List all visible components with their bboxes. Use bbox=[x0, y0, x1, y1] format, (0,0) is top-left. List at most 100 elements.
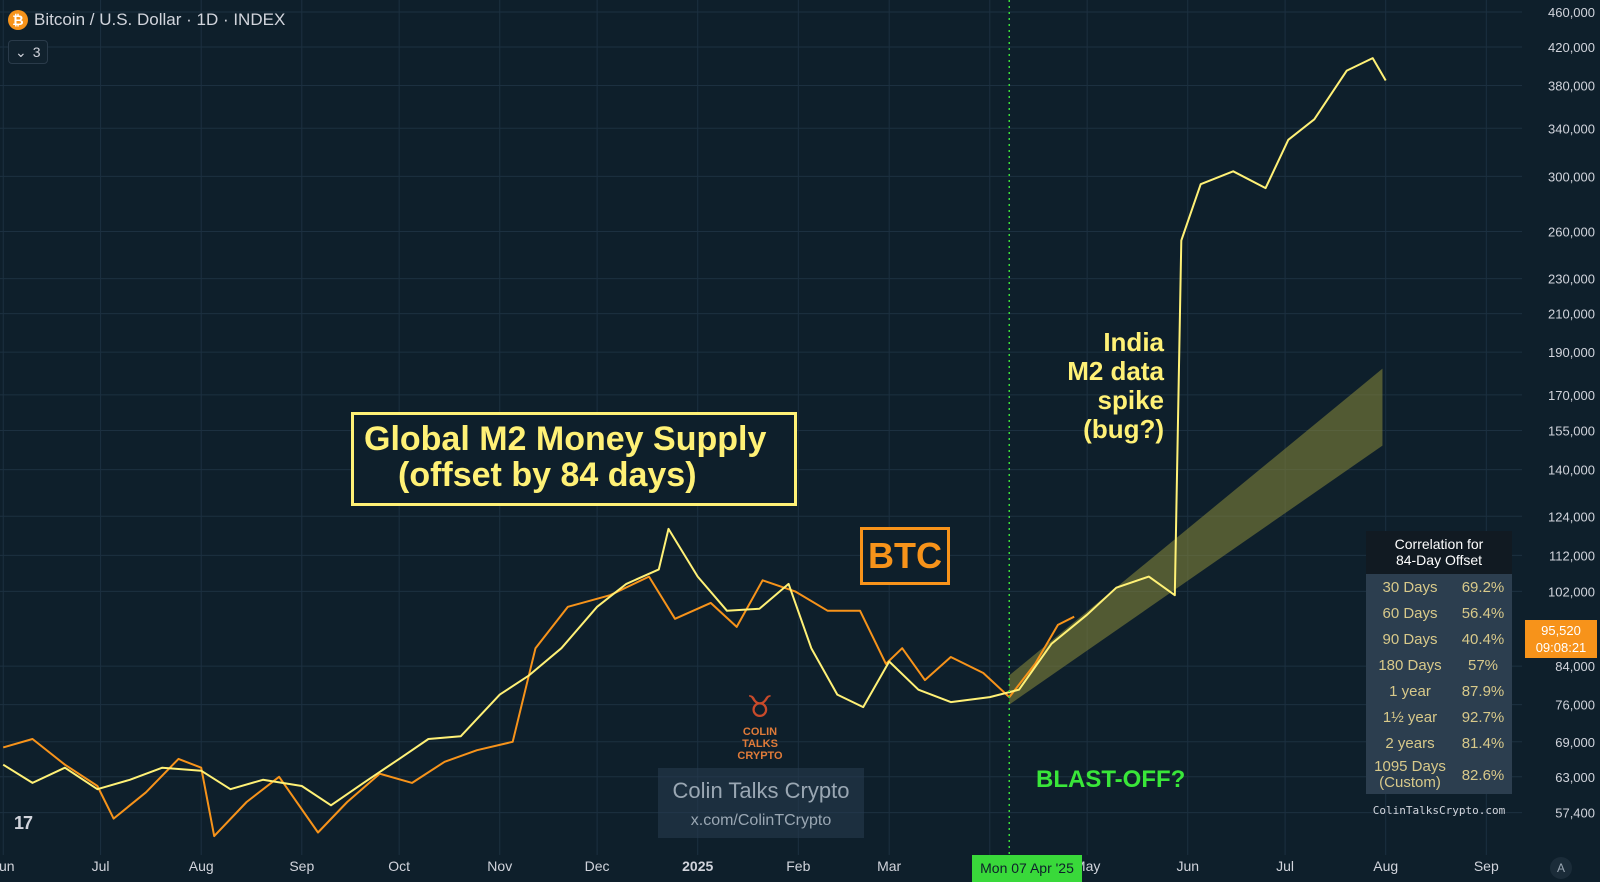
bitcoin-icon: ₿ bbox=[8, 10, 28, 30]
y-tick-label: 84,000 bbox=[1555, 659, 1595, 674]
correlation-row: 30 Days 69.2% bbox=[1366, 574, 1512, 600]
x-tick-label: Sep bbox=[289, 858, 314, 874]
x-tick-label: Aug bbox=[189, 858, 214, 874]
correlation-value: 56.4% bbox=[1461, 604, 1505, 622]
y-tick-label: 170,000 bbox=[1548, 388, 1595, 403]
correlation-period: 180 Days bbox=[1378, 656, 1442, 674]
correlation-period: 30 Days bbox=[1382, 578, 1438, 596]
correlation-value: 87.9% bbox=[1461, 682, 1505, 700]
watermark-handle: x.com/ColinTCrypto bbox=[690, 812, 832, 829]
x-tick-label: 2025 bbox=[682, 858, 713, 874]
y-tick-label: 140,000 bbox=[1548, 463, 1595, 478]
correlation-period: 1095 Days (Custom) bbox=[1366, 759, 1454, 791]
series-lines bbox=[2, 57, 1387, 838]
y-tick-label: 57,400 bbox=[1555, 806, 1595, 821]
series-line-0 bbox=[2, 575, 1075, 838]
x-tick-label: Mar bbox=[877, 858, 901, 874]
x-tick-label: Dec bbox=[585, 858, 610, 874]
correlation-row: 180 Days 57% bbox=[1366, 652, 1512, 678]
correlation-row: 90 Days 40.4% bbox=[1366, 626, 1512, 652]
correlation-period: 2 years bbox=[1385, 734, 1435, 752]
bull-logo-text: COLIN TALKS CRYPTO bbox=[737, 726, 783, 762]
y-tick-label: 210,000 bbox=[1548, 307, 1595, 322]
y-tick-label: 340,000 bbox=[1548, 121, 1595, 136]
correlation-period: 60 Days bbox=[1382, 604, 1438, 622]
correlation-row: 2 years 81.4% bbox=[1366, 730, 1512, 756]
btc-annotation-box: BTC bbox=[860, 527, 950, 585]
correlation-value: 40.4% bbox=[1461, 630, 1505, 648]
y-tick-label: 155,000 bbox=[1548, 423, 1595, 438]
y-tick-label: 420,000 bbox=[1548, 40, 1595, 55]
y-tick-label: 460,000 bbox=[1548, 5, 1595, 20]
y-tick-label: 230,000 bbox=[1548, 272, 1595, 287]
bar-countdown: 09:08:21 bbox=[1535, 640, 1587, 655]
correlation-row: 1 year 87.9% bbox=[1366, 678, 1512, 704]
correlation-row: 60 Days 56.4% bbox=[1366, 600, 1512, 626]
time-axis: JunJulAugSepOctNovDec2025FebMarAprMayJun… bbox=[0, 858, 1499, 874]
y-tick-label: 300,000 bbox=[1548, 169, 1595, 184]
symbol-title: Bitcoin / U.S. Dollar · 1D · INDEX bbox=[34, 10, 286, 29]
correlation-period: 1 year bbox=[1389, 682, 1431, 700]
x-tick-label: Sep bbox=[1474, 858, 1499, 874]
x-tick-label: Feb bbox=[786, 858, 810, 874]
trend-channel bbox=[1009, 368, 1383, 705]
y-tick-label: 124,000 bbox=[1548, 509, 1595, 524]
m2-annotation-line2: (offset by 84 days) bbox=[398, 456, 697, 494]
x-tick-label: Aug bbox=[1373, 858, 1398, 874]
y-tick-label: 102,000 bbox=[1548, 584, 1595, 599]
symbol-header[interactable]: ₿ Bitcoin / U.S. Dollar · 1D · INDEX bbox=[8, 9, 285, 31]
correlation-row: 1½ year 92.7% bbox=[1366, 704, 1512, 730]
chevron-down-icon: ⌄ bbox=[15, 43, 27, 60]
correlation-table: Correlation for 84-Day Offset 30 Days 69.… bbox=[1366, 531, 1512, 817]
y-tick-label: 190,000 bbox=[1548, 345, 1595, 360]
series-line-1 bbox=[2, 57, 1387, 807]
correlation-value: 69.2% bbox=[1461, 578, 1505, 596]
bull-icon: ♉ bbox=[746, 691, 774, 724]
india-annotation-line: India bbox=[1103, 327, 1164, 357]
correlation-value: 81.4% bbox=[1461, 734, 1505, 752]
tradingview-logo[interactable]: 17 bbox=[14, 813, 33, 833]
last-price-label: 95,520 09:08:21 bbox=[1525, 620, 1597, 658]
india-annotation: India M2 data spike (bug?) bbox=[1040, 328, 1164, 444]
last-price: 95,520 bbox=[1541, 623, 1581, 638]
india-annotation-line: spike bbox=[1097, 385, 1165, 415]
correlation-period: 90 Days bbox=[1382, 630, 1438, 648]
bull-logo: ♉ COLIN TALKS CRYPTO bbox=[724, 690, 796, 762]
india-annotation-line: M2 data bbox=[1067, 356, 1164, 386]
price-axis[interactable]: 460,000 420,000 380,000 340,000 300,000 260,0… bbox=[1548, 5, 1595, 821]
correlation-title-line1: Correlation for bbox=[1394, 536, 1484, 552]
india-annotation-line: (bug?) bbox=[1083, 414, 1164, 444]
y-tick-label: 112,000 bbox=[1549, 548, 1595, 563]
y-tick-label: 380,000 bbox=[1548, 78, 1595, 93]
y-tick-label: 260,000 bbox=[1548, 224, 1595, 239]
watermark-name: Colin Talks Crypto bbox=[672, 778, 850, 803]
x-tick-label: Jun bbox=[1176, 858, 1199, 874]
correlation-value: 57% bbox=[1467, 656, 1499, 674]
correlation-row-custom: 1095 Days (Custom) 82.6% bbox=[1366, 756, 1512, 794]
indicators-toggle[interactable]: ⌄ 3 bbox=[8, 40, 48, 64]
x-tick-label: Jul bbox=[92, 858, 110, 874]
correlation-value: 92.7% bbox=[1461, 708, 1505, 726]
x-tick-label: Jul bbox=[1276, 858, 1294, 874]
correlation-period-line1: 1095 Days bbox=[1374, 758, 1446, 775]
channel-fill bbox=[1009, 368, 1383, 705]
correlation-title: Correlation for 84-Day Offset bbox=[1366, 531, 1512, 574]
crosshair-date-label: Mon 07 Apr '25 bbox=[972, 855, 1082, 882]
m2-annotation-box: Global M2 Money Supply (offset by 84 day… bbox=[351, 412, 797, 506]
correlation-title-line2: 84-Day Offset bbox=[1395, 552, 1483, 568]
indicators-count: 3 bbox=[32, 44, 41, 60]
m2-annotation-line1: Global M2 Money Supply bbox=[364, 420, 767, 458]
correlation-site: ColinTalksCrypto.com bbox=[1372, 804, 1506, 817]
correlation-period: 1½ year bbox=[1382, 708, 1438, 726]
y-tick-label: 76,000 bbox=[1555, 698, 1595, 713]
correlation-value: 82.6% bbox=[1461, 766, 1505, 784]
x-tick-label: Oct bbox=[388, 858, 410, 874]
blastoff-annotation: BLAST-OFF? bbox=[1036, 766, 1186, 793]
x-tick-label: Nov bbox=[487, 858, 512, 874]
y-tick-label: 63,000 bbox=[1555, 770, 1595, 785]
x-tick-label: Jun bbox=[0, 858, 15, 874]
auto-scale-button[interactable]: A bbox=[1550, 857, 1572, 879]
y-tick-label: 69,000 bbox=[1555, 735, 1595, 750]
correlation-period-line2: (Custom) bbox=[1379, 774, 1441, 791]
